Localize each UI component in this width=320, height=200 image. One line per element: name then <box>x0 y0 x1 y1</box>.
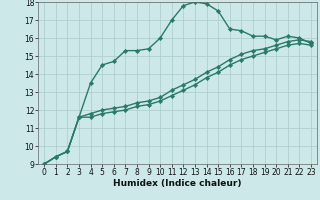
X-axis label: Humidex (Indice chaleur): Humidex (Indice chaleur) <box>113 179 242 188</box>
